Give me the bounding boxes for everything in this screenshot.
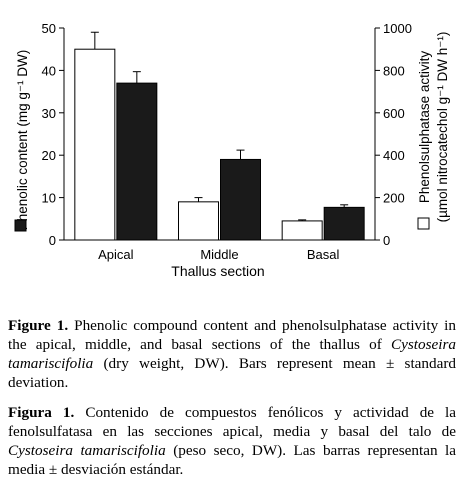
- caption-spanish-species: Cystoseira tamariscifolia: [8, 442, 166, 459]
- bar-phenolic-content: [220, 158, 261, 241]
- right-axis-tick-label: 1000: [383, 21, 412, 36]
- right-axis-title: Phenolsulphatase activity: [417, 51, 432, 204]
- left-axis-title: Phenolic content (mg g⁻¹ DW): [15, 50, 30, 230]
- right-axis-tick-label: 600: [383, 106, 405, 121]
- bar-phenolic-content: [323, 206, 365, 241]
- left-axis-tick-label: 50: [42, 21, 56, 36]
- right-axis-tick-label: 200: [383, 191, 405, 206]
- x-axis-tick-label: Middle: [200, 247, 238, 262]
- caption-spanish: Figura 1. Contenido de compuestos fenóli…: [8, 403, 456, 479]
- right-axis-tick-label: 400: [383, 148, 405, 163]
- legend-swatch-filled: [14, 219, 27, 232]
- left-axis-tick-label: 20: [42, 148, 56, 163]
- caption-english-label: Figure 1.: [8, 317, 69, 334]
- x-axis-tick-label: Apical: [98, 247, 134, 262]
- caption-english-species: Cystoseira tamariscifolia: [8, 336, 456, 372]
- left-axis-tick-label: 0: [49, 233, 56, 248]
- bar-phenolsulphatase: [281, 220, 323, 241]
- right-axis-tick-label: 0: [383, 233, 390, 248]
- caption-english-text-2: (dry weight, DW). Bars represent mean ± …: [8, 355, 456, 391]
- caption-english: Figure 1. Phenolic compound content and …: [8, 316, 456, 392]
- plot-area: 0 10 20 30 40 50 0 200 400 600 800 1000 Apical Middle…: [42, 21, 412, 262]
- left-axis-label: Phenolic content (mg g⁻¹ DW): [15, 50, 30, 230]
- x-axis-label: Thallus section: [171, 263, 264, 279]
- x-axis-tick-label: Basal: [307, 247, 340, 262]
- left-axis-tick-label: 10: [42, 191, 56, 206]
- bar-phenolsulphatase: [178, 201, 219, 241]
- bar-chart: 0 10 20 30 40 50 0 200 400 600 800 1000 Apical Middle…: [14, 21, 450, 279]
- right-axis-tick-label: 800: [383, 63, 405, 78]
- bar-phenolic-content: [116, 82, 158, 241]
- legend-swatch-open: [417, 217, 430, 230]
- caption-spanish-text-2: (peso seco, DW). Las barras representan …: [8, 442, 456, 478]
- bar-phenolsulphatase: [74, 48, 116, 241]
- caption-spanish-text-1: Contenido de compuestos fenólicos y acti…: [8, 404, 457, 440]
- right-axis-label-line1: Phenolsulphatase activity: [417, 51, 432, 204]
- caption-english-text-1: Phenolic compound content and phenolsulp…: [8, 317, 456, 353]
- right-axis-label-line2: (µmol nitrocatechol g⁻¹ DW h⁻¹): [435, 32, 450, 223]
- left-axis-tick-label: 40: [42, 63, 56, 78]
- caption-spanish-label: Figura 1.: [8, 404, 75, 421]
- left-axis-tick-label: 30: [42, 106, 56, 121]
